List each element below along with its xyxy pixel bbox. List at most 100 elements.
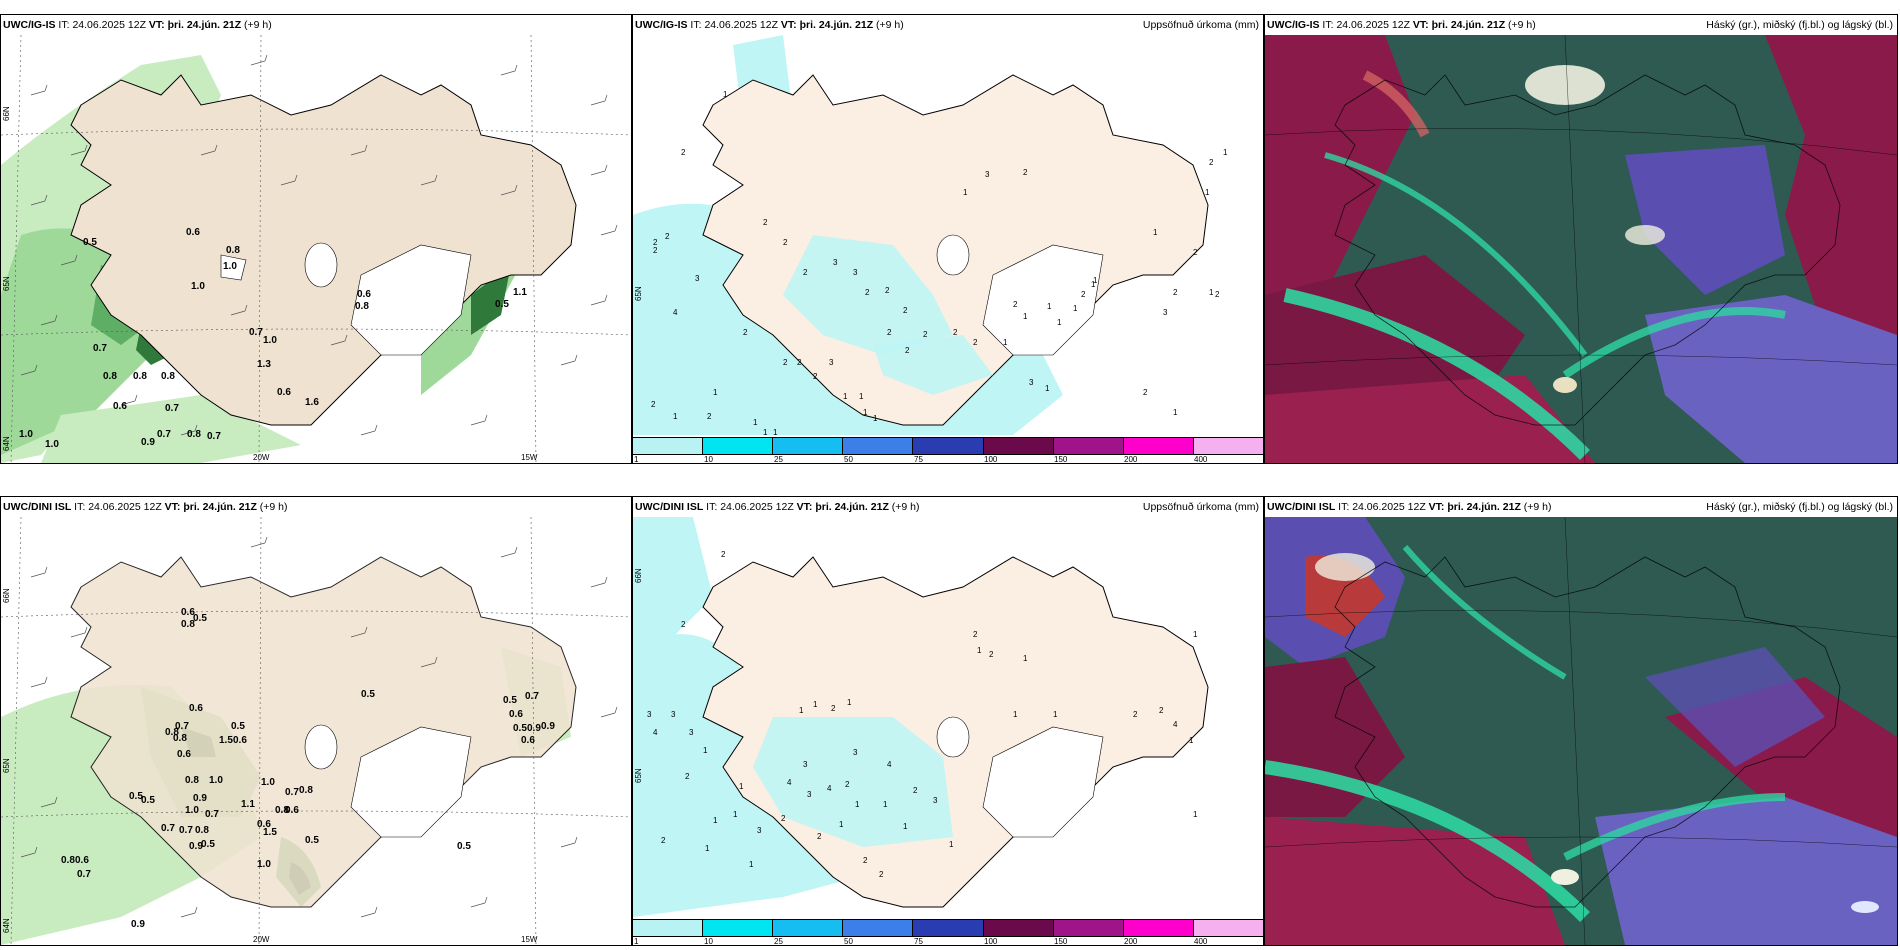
lon-label: 20W: [253, 453, 270, 462]
legend-tick: 50: [844, 937, 853, 946]
svg-text:4: 4: [827, 784, 832, 793]
panel-title: UWC/DINI ISL IT: 24.06.2025 12Z VT: þri.…: [1267, 501, 1552, 513]
color-legend: 1 10 25 50 75 100 150 200 400: [633, 435, 1263, 463]
map-area[interactable]: 65N 1 2 2 2 2 3 4 2 2 1 1 2 1 1 1 2 2 2 …: [633, 35, 1263, 435]
svg-text:0.8: 0.8: [173, 733, 187, 744]
svg-text:1: 1: [1053, 710, 1058, 719]
svg-text:1: 1: [733, 810, 738, 819]
panel-cloud-igis: UWC/IG-IS IT: 24.06.2025 12Z VT: þri. 24…: [1264, 14, 1898, 464]
legend-swatch: [1053, 920, 1124, 936]
svg-text:1.0: 1.0: [19, 429, 33, 440]
svg-text:2: 2: [923, 330, 928, 339]
svg-text:4: 4: [787, 778, 792, 787]
svg-text:1.0: 1.0: [45, 439, 59, 450]
svg-text:1: 1: [963, 188, 968, 197]
legend-tick: 400: [1194, 455, 1208, 464]
svg-text:0.6: 0.6: [285, 805, 299, 816]
map-area[interactable]: 66N 65N 64N 20W 15W 0.6 0.5 0.8 0.6 0.8 …: [1, 517, 631, 945]
svg-text:0.9: 0.9: [131, 919, 145, 930]
precip-values: 1 2 2 2 2 3 4 2 2 1 1 2 1 1 1 2 2 2 3 1: [651, 90, 1228, 435]
svg-text:3: 3: [689, 728, 694, 737]
legend-swatch: [983, 438, 1054, 454]
panel-subtitle: Háský (gr.), miðský (fj.bl.) og lágský (…: [1706, 501, 1893, 513]
precip-values: 0.5 0.6 0.8 1.0 0.7 1.0 0.6 0.8 0.5 1.1 …: [19, 227, 527, 450]
svg-text:0.6: 0.6: [521, 735, 535, 746]
svg-text:2: 2: [1215, 290, 1220, 299]
svg-text:0.8: 0.8: [185, 775, 199, 786]
svg-text:0.9: 0.9: [541, 721, 555, 732]
legend-tick: 50: [844, 455, 853, 464]
svg-text:2: 2: [681, 148, 686, 157]
svg-text:1.5: 1.5: [263, 827, 277, 838]
svg-text:1: 1: [1091, 280, 1096, 289]
svg-text:1: 1: [1205, 188, 1210, 197]
map-area[interactable]: 66N 65N 2 2 3 4 3 3 2 1 1 1 1 2 1 1 2 1 …: [633, 517, 1263, 917]
svg-text:2: 2: [797, 358, 802, 367]
svg-text:3: 3: [1029, 378, 1034, 387]
svg-text:0.8: 0.8: [187, 429, 201, 440]
svg-text:2: 2: [743, 328, 748, 337]
svg-text:2: 2: [1173, 288, 1178, 297]
svg-text:0.7: 0.7: [285, 787, 299, 798]
svg-text:0.7: 0.7: [205, 809, 219, 820]
svg-text:0.8: 0.8: [195, 825, 209, 836]
legend-swatch: [983, 920, 1054, 936]
svg-text:0.7: 0.7: [77, 869, 91, 880]
svg-text:1: 1: [1023, 312, 1028, 321]
svg-text:3: 3: [1163, 308, 1168, 317]
svg-text:1: 1: [713, 816, 718, 825]
svg-text:4: 4: [673, 308, 678, 317]
svg-text:0.5: 0.5: [83, 237, 97, 248]
svg-text:0.6: 0.6: [277, 387, 291, 398]
svg-text:2: 2: [887, 328, 892, 337]
svg-text:2: 2: [863, 856, 868, 865]
panel-cloud-dini: UWC/DINI ISL IT: 24.06.2025 12Z VT: þri.…: [1264, 496, 1898, 946]
svg-text:2: 2: [783, 358, 788, 367]
svg-text:2: 2: [1081, 290, 1086, 299]
legend-swatch: [913, 920, 984, 936]
svg-text:1: 1: [705, 844, 710, 853]
svg-text:2: 2: [685, 772, 690, 781]
svg-text:1: 1: [703, 746, 708, 755]
svg-text:1: 1: [977, 646, 982, 655]
color-legend: 1 10 25 50 75 100 150 200 400: [633, 917, 1263, 945]
svg-text:2: 2: [817, 832, 822, 841]
legend-swatch: [1123, 920, 1194, 936]
map-area[interactable]: 66N 65N 64N 20W 15W 0.5 0.6 0.8 1.0 0.7 …: [1, 35, 631, 463]
svg-text:1.1: 1.1: [241, 799, 255, 810]
legend-tick: 1: [634, 455, 639, 464]
svg-text:3: 3: [647, 710, 652, 719]
svg-text:2: 2: [1133, 710, 1138, 719]
panel-wind-dini: UWC/DINI ISL IT: 24.06.2025 12Z VT: þri.…: [0, 496, 632, 946]
legend-swatch: [633, 438, 704, 454]
legend-tick: 25: [774, 455, 783, 464]
svg-text:2: 2: [973, 630, 978, 639]
svg-text:0.6: 0.6: [357, 289, 371, 300]
svg-text:2: 2: [1023, 168, 1028, 177]
svg-text:2: 2: [913, 786, 918, 795]
wind-map: 66N 65N 64N 20W 15W 0.5 0.6 0.8 1.0 0.7 …: [1, 35, 631, 463]
legend-swatch: [703, 920, 774, 936]
svg-text:3: 3: [853, 748, 858, 757]
svg-text:2: 2: [781, 814, 786, 823]
legend-swatch: [773, 920, 844, 936]
svg-text:3: 3: [829, 358, 834, 367]
svg-text:1: 1: [949, 840, 954, 849]
svg-text:2: 2: [953, 328, 958, 337]
svg-text:1: 1: [673, 412, 678, 421]
legend-tick: 75: [914, 937, 923, 946]
svg-text:0.6: 0.6: [181, 607, 195, 618]
svg-text:2: 2: [885, 286, 890, 295]
svg-text:0.9: 0.9: [189, 841, 203, 852]
svg-text:1: 1: [1193, 630, 1198, 639]
map-area[interactable]: [1265, 517, 1897, 945]
panel-wind-igis: UWC/IG-IS IT: 24.06.2025 12Z VT: þri. 24…: [0, 14, 632, 464]
svg-text:1: 1: [1209, 288, 1214, 297]
map-area[interactable]: [1265, 35, 1897, 463]
legend-swatch: [633, 920, 704, 936]
svg-text:0.5: 0.5: [201, 839, 215, 850]
svg-text:0.6: 0.6: [509, 709, 523, 720]
svg-text:4: 4: [887, 760, 892, 769]
legend-swatch: [1123, 438, 1194, 454]
svg-text:0.7: 0.7: [161, 823, 175, 834]
